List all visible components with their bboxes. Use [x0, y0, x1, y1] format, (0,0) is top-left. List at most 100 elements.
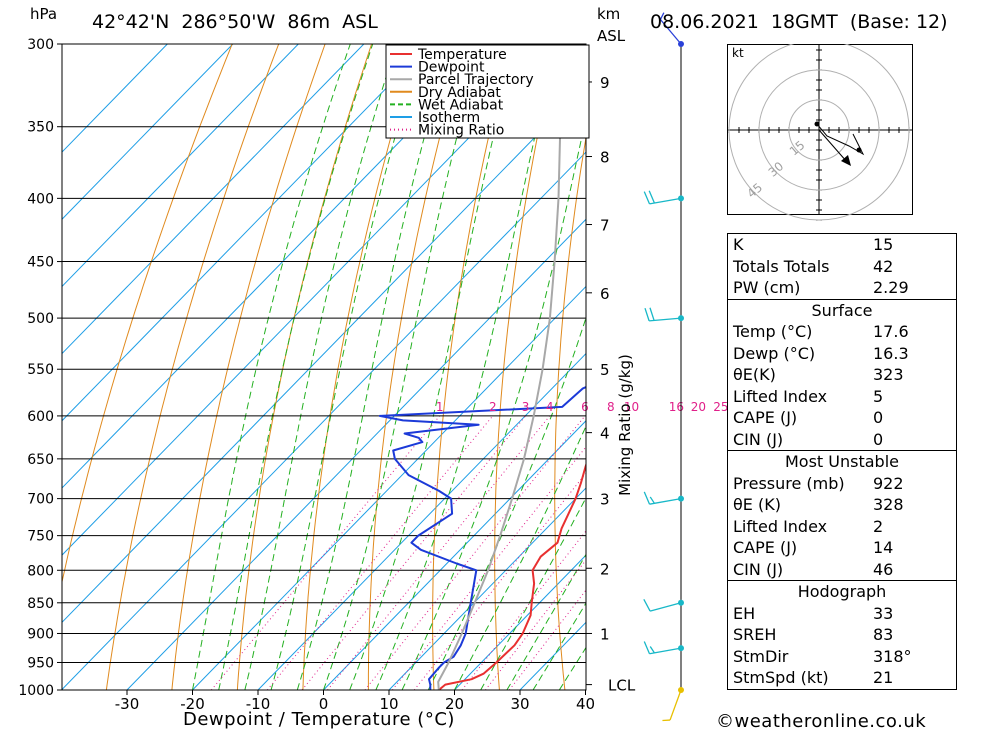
dry-adiabat-line — [975, 44, 1000, 690]
indices-section-title: Hodograph — [728, 580, 956, 603]
wind-barb-staff — [659, 19, 682, 45]
mixing-ratio-line — [392, 446, 586, 690]
indices-value: 2.29 — [873, 278, 909, 297]
wind-barb-dot — [678, 687, 684, 693]
plot-frame — [61, 43, 587, 691]
asl-unit-label: ASL — [597, 27, 626, 45]
height-tick-label: 4 — [600, 425, 610, 443]
indices-row: K 15 — [728, 234, 956, 256]
indices-row: Pressure (mb) 922 — [728, 473, 956, 495]
wind-barb-staff — [649, 197, 682, 205]
legend-entry: Dewpoint — [418, 60, 485, 76]
isotherm-line — [62, 44, 365, 355]
legend-entry: Wet Adiabat — [418, 97, 504, 113]
hodograph-start-dot — [814, 121, 820, 127]
x-axis-title: Dewpoint / Temperature (°C) — [183, 709, 455, 730]
isotherm-line — [62, 84, 586, 624]
indices-label: Lifted Index — [733, 386, 828, 406]
dry-adiabat-line — [554, 134, 586, 690]
height-tick-label: 5 — [600, 361, 610, 379]
pressure-tick-label: 850 — [27, 596, 54, 612]
indices-row: StmDir 318° — [728, 646, 956, 668]
temperature-tick-label: 10 — [379, 695, 398, 713]
mixing-ratio-label: 2 — [489, 400, 497, 414]
pressure-tick-label: 800 — [27, 563, 54, 579]
storm-motion-arrowhead — [841, 155, 851, 166]
isotherm-line — [62, 151, 586, 690]
pressure-tick-label: 400 — [27, 191, 54, 207]
wet-adiabat-line — [218, 44, 374, 690]
mixing-ratio-label: 20 — [691, 400, 706, 414]
wind-barb-flag — [648, 190, 656, 204]
isotherm-line — [323, 420, 586, 690]
temperature-line — [438, 462, 586, 690]
pressure-tick-label: 450 — [27, 255, 54, 271]
indices-section-title: Surface — [728, 298, 956, 322]
hodograph-ring — [728, 44, 910, 221]
wind-barb-flag — [643, 598, 651, 612]
hodograph-unit-label: kt — [732, 46, 744, 60]
temperature-tick-label: 0 — [319, 695, 329, 713]
indices-row: Totals Totals 42 — [728, 256, 956, 278]
indices-row: PW (cm) 2.29 — [728, 277, 956, 299]
indices-value: 328 — [873, 495, 904, 514]
wind-barb-staff — [649, 317, 682, 322]
pressure-tick-label: 950 — [27, 655, 54, 671]
temperature-tick-label: -30 — [115, 695, 140, 713]
indices-row: Lifted Index 5 — [728, 386, 956, 408]
dry-adiabat-line — [367, 44, 465, 690]
legend-box — [385, 44, 590, 139]
mixing-ratio-line — [327, 415, 551, 690]
indices-row: CIN (J) 46 — [728, 559, 956, 581]
wind-barb-dot — [678, 495, 684, 502]
isotherm-line — [257, 352, 586, 690]
pressure-gridlines — [57, 43, 586, 691]
indices-row: CAPE (J) 0 — [728, 407, 956, 429]
temperature-tick-label: -20 — [180, 695, 205, 713]
mixing-ratio-line — [485, 559, 586, 690]
pressure-tick-label: 650 — [27, 452, 54, 468]
wet-adiabat-line — [192, 44, 351, 690]
indices-label: CIN (J) — [733, 559, 784, 579]
wind-barb-staff — [649, 602, 682, 612]
indices-table: K 15 Totals Totals 42 PW (cm) 2.29 Surface Temp… — [727, 233, 957, 690]
temperature-tick-label: 20 — [445, 695, 464, 713]
pressure-tick-label: 350 — [27, 120, 54, 136]
pressure-tick-label: 700 — [27, 492, 54, 508]
wind-barb-dot — [678, 41, 684, 47]
indices-row: Dewp (°C) 16.3 — [728, 343, 956, 365]
indices-label: Dewp (°C) — [733, 343, 816, 363]
height-tick-label: 3 — [600, 491, 610, 509]
indices-value: 323 — [873, 365, 904, 384]
wind-barb-flag — [643, 491, 651, 505]
dry-adiabat-line — [669, 44, 696, 690]
indices-label: Lifted Index — [733, 516, 828, 536]
temperature-tick-label: 30 — [510, 695, 529, 713]
height-tick-label: 7 — [600, 217, 610, 235]
isotherm-line — [62, 44, 430, 422]
mixing-ratio-label: 1 — [436, 400, 444, 414]
datetime-title: 08.06.2021 18GMT (Base: 12) — [650, 11, 948, 33]
indices-value: 15 — [873, 235, 894, 254]
wet-adiabat-line — [401, 115, 586, 690]
isotherm-lines — [62, 44, 586, 690]
indices-label: SREH — [733, 625, 777, 644]
isotherm-line — [62, 44, 496, 489]
indices-section-title: Most Unstable — [728, 450, 956, 473]
legend-entry: Mixing Ratio — [418, 123, 504, 139]
isotherm-line — [126, 218, 586, 690]
indices-label: K — [733, 235, 744, 254]
mixing-ratio-line — [210, 415, 441, 690]
mixing-ratio-line — [301, 415, 526, 690]
indices-value: 5 — [873, 386, 884, 406]
indices-value: 2 — [873, 516, 884, 536]
pressure-tick-label: 750 — [27, 529, 54, 545]
indices-row: SREH 83 — [728, 624, 956, 646]
height-tick-label: 2 — [600, 560, 610, 578]
pressure-tick-label: 500 — [27, 311, 54, 327]
wind-barb-staff — [649, 647, 682, 655]
indices-row: Temp (°C) 17.6 — [728, 321, 956, 343]
indices-value: 46 — [873, 559, 894, 579]
